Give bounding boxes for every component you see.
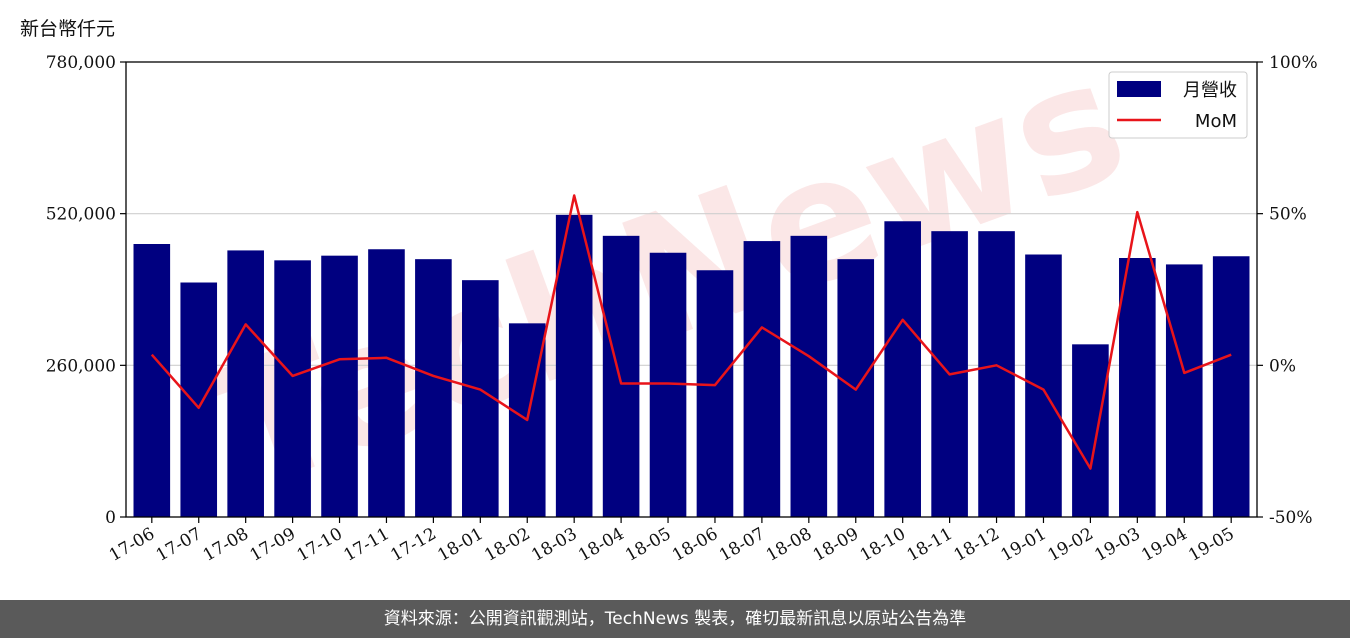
legend: 月營收 MoM: [1108, 71, 1248, 139]
x-tick-label: 18-08: [763, 524, 815, 566]
bar-17-07: [180, 282, 218, 517]
x-tick-label: 18-12: [951, 524, 1003, 566]
mom-line: [150, 194, 1232, 470]
y-axis-unit-label: 新台幣仟元: [20, 18, 116, 40]
x-tick-label: 19-02: [1044, 524, 1096, 566]
x-tick-label: 17-12: [387, 524, 439, 566]
bar-17-12: [415, 259, 452, 517]
source-footer: 資料來源：公開資訊觀測站，TechNews 製表，確切最新訊息以原站公告為準: [0, 600, 1350, 638]
right-tick-label: 100%: [1269, 53, 1318, 73]
x-tick-label: 18-10: [857, 524, 909, 566]
bar-17-08: [227, 250, 264, 517]
bar-19-01: [1025, 254, 1062, 517]
left-tick-label: 780,000: [46, 53, 116, 73]
gridlines: [126, 213, 1257, 366]
x-tick-label: 18-04: [575, 524, 627, 566]
bar-series: [133, 214, 1250, 518]
x-tick-label: 18-11: [904, 524, 956, 566]
x-tick-label: 18-05: [622, 524, 674, 566]
bar-18-06: [696, 270, 734, 517]
bar-18-10: [884, 221, 921, 517]
right-tick-label: 50%: [1269, 205, 1307, 225]
left-tick-label: 0: [105, 508, 116, 528]
x-tick-label: 19-05: [1185, 524, 1237, 566]
right-tick-label: -50%: [1269, 508, 1313, 528]
x-tick-label: 17-10: [294, 524, 346, 566]
x-tick-label: 19-03: [1091, 524, 1143, 566]
x-tick-label: 17-07: [153, 524, 205, 566]
left-tick-label: 260,000: [46, 356, 116, 376]
bar-17-11: [368, 249, 405, 517]
x-tick-label: 17-11: [341, 524, 393, 566]
right-tick-label: 0%: [1269, 356, 1296, 376]
x-tick-label: 17-08: [200, 524, 252, 566]
legend-label-mom: MoM: [1195, 111, 1237, 132]
x-tick-label: 19-04: [1138, 524, 1190, 566]
bar-18-03: [555, 214, 593, 518]
x-tick-label: 18-01: [434, 524, 486, 566]
revenue-chart: TechNews 0260,000520,000780,000-50%0%50%…: [46, 21, 1318, 566]
bar-17-06: [133, 244, 171, 517]
x-tick-label: 18-03: [528, 524, 580, 566]
legend-swatch-bar: [1117, 81, 1161, 97]
bar-18-07: [743, 241, 781, 518]
bar-18-12: [978, 231, 1015, 517]
bar-19-03: [1119, 258, 1156, 517]
x-tick-label: 18-06: [669, 524, 721, 566]
bar-19-02: [1072, 344, 1109, 517]
bar-18-04: [602, 235, 640, 518]
bar-19-04: [1165, 264, 1203, 517]
bar-17-10: [321, 255, 358, 517]
x-tick-label: 18-09: [810, 524, 862, 566]
x-tick-label: 17-06: [106, 524, 158, 566]
bar-18-08: [790, 235, 828, 518]
plot-frame: [125, 61, 1258, 518]
mom-line-series: [150, 194, 1232, 470]
left-tick-label: 520,000: [46, 205, 116, 225]
x-tick-label: 19-01: [998, 524, 1050, 566]
bar-17-09: [274, 260, 311, 517]
legend-label-revenue: 月營收: [1183, 80, 1237, 101]
bar-19-05: [1212, 256, 1250, 517]
x-tick-label: 17-09: [247, 524, 299, 566]
x-tick-label: 18-02: [481, 524, 533, 566]
x-tick-label: 18-07: [716, 524, 768, 566]
